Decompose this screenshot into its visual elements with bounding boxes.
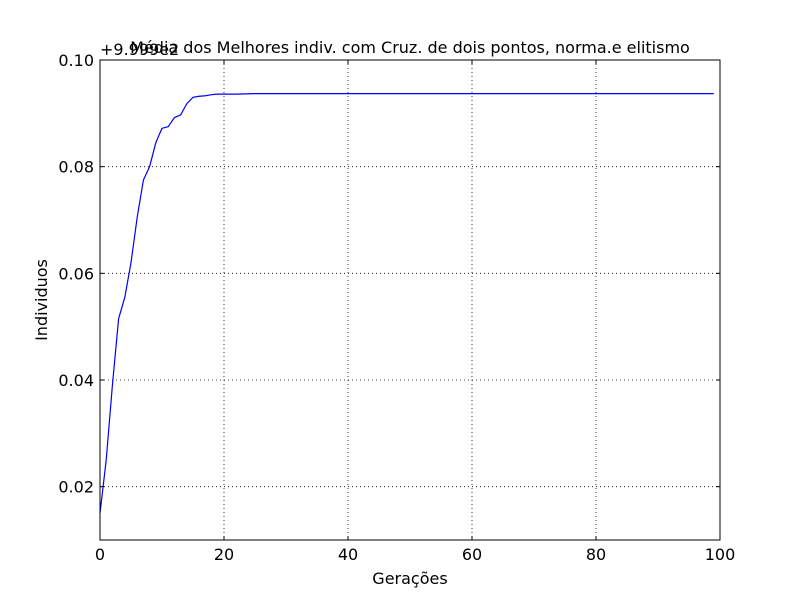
x-axis-label: Gerações <box>372 569 447 588</box>
chart-title: Média dos Melhores indiv. com Cruz. de d… <box>130 38 690 57</box>
series-layer <box>99 92 714 514</box>
x-tick-label: 40 <box>338 545 358 564</box>
y-axis-label: Individuos <box>32 259 51 341</box>
y-tick-label: 0.02 <box>58 478 94 497</box>
grid-layer <box>100 60 720 540</box>
x-tick-label: 100 <box>705 545 736 564</box>
series-line <box>99 92 714 514</box>
x-tick-label: 20 <box>214 545 234 564</box>
y-tick-label: 0.10 <box>58 51 94 70</box>
y-tick-label: 0.06 <box>58 264 94 283</box>
tick-layer <box>99 59 721 540</box>
plot-frame <box>99 59 721 541</box>
x-tick-label: 80 <box>586 545 606 564</box>
y-tick-label: 0.04 <box>58 371 94 390</box>
y-axis-offset-label: +9.999e2 <box>100 40 179 59</box>
label-layer: 0 20 40 60 80 100 0.02 0.04 0.06 0.08 0.10 <box>58 51 735 564</box>
x-tick-label: 60 <box>462 545 482 564</box>
y-tick-label: 0.08 <box>58 158 94 177</box>
x-tick-label: 0 <box>95 545 105 564</box>
